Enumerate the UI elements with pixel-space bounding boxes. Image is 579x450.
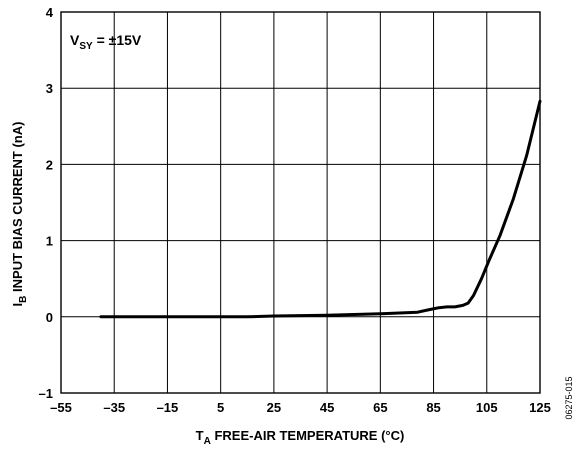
bias-current-line xyxy=(99,99,542,319)
y-tick-label: 0 xyxy=(46,310,53,325)
x-tick-label: 105 xyxy=(476,400,498,415)
annotation-rest: = ±15V xyxy=(93,32,142,48)
figure-id: 06275-015 xyxy=(564,376,574,419)
y-axis-label-main: I xyxy=(10,303,25,307)
y-axis-label-sub: B xyxy=(18,296,29,303)
x-axis-label-rest: FREE-AIR TEMPERATURE (°C) xyxy=(211,428,404,443)
supply-voltage-annotation: VSY = ±15V xyxy=(70,32,142,52)
x-tick-label: 85 xyxy=(426,400,440,415)
x-tick-label: –15 xyxy=(157,400,179,415)
annotation-sub: SY xyxy=(79,41,93,52)
y-tick-label: –1 xyxy=(39,386,53,401)
x-tick-label: 5 xyxy=(217,400,224,415)
gridlines xyxy=(61,12,540,393)
y-tick-label: 1 xyxy=(46,234,53,249)
y-tick-label: 3 xyxy=(46,81,53,96)
x-axis-label-main: T xyxy=(196,428,204,443)
x-axis-label: TA FREE-AIR TEMPERATURE (°C) xyxy=(196,428,405,447)
y-axis-label: IB INPUT BIAS CURRENT (nA) xyxy=(10,122,29,307)
x-tick-label: –35 xyxy=(103,400,125,415)
y-tick-labels: –1 0 1 2 3 4 xyxy=(39,5,54,401)
x-axis-label-sub: A xyxy=(204,436,211,447)
y-tick-label: 2 xyxy=(46,157,53,172)
y-tick-label: 4 xyxy=(46,5,54,20)
x-tick-labels: –55 –35 –15 5 25 45 65 85 105 125 xyxy=(50,400,551,415)
x-tick-label: 45 xyxy=(320,400,334,415)
annotation-main: V xyxy=(70,32,80,48)
x-tick-label: –55 xyxy=(50,400,72,415)
x-tick-label: 125 xyxy=(529,400,551,415)
x-tick-label: 25 xyxy=(267,400,281,415)
x-tick-label: 65 xyxy=(373,400,387,415)
y-axis-label-rest: INPUT BIAS CURRENT (nA) xyxy=(10,122,25,296)
plot-frame xyxy=(60,11,541,394)
series-layer xyxy=(99,99,542,319)
